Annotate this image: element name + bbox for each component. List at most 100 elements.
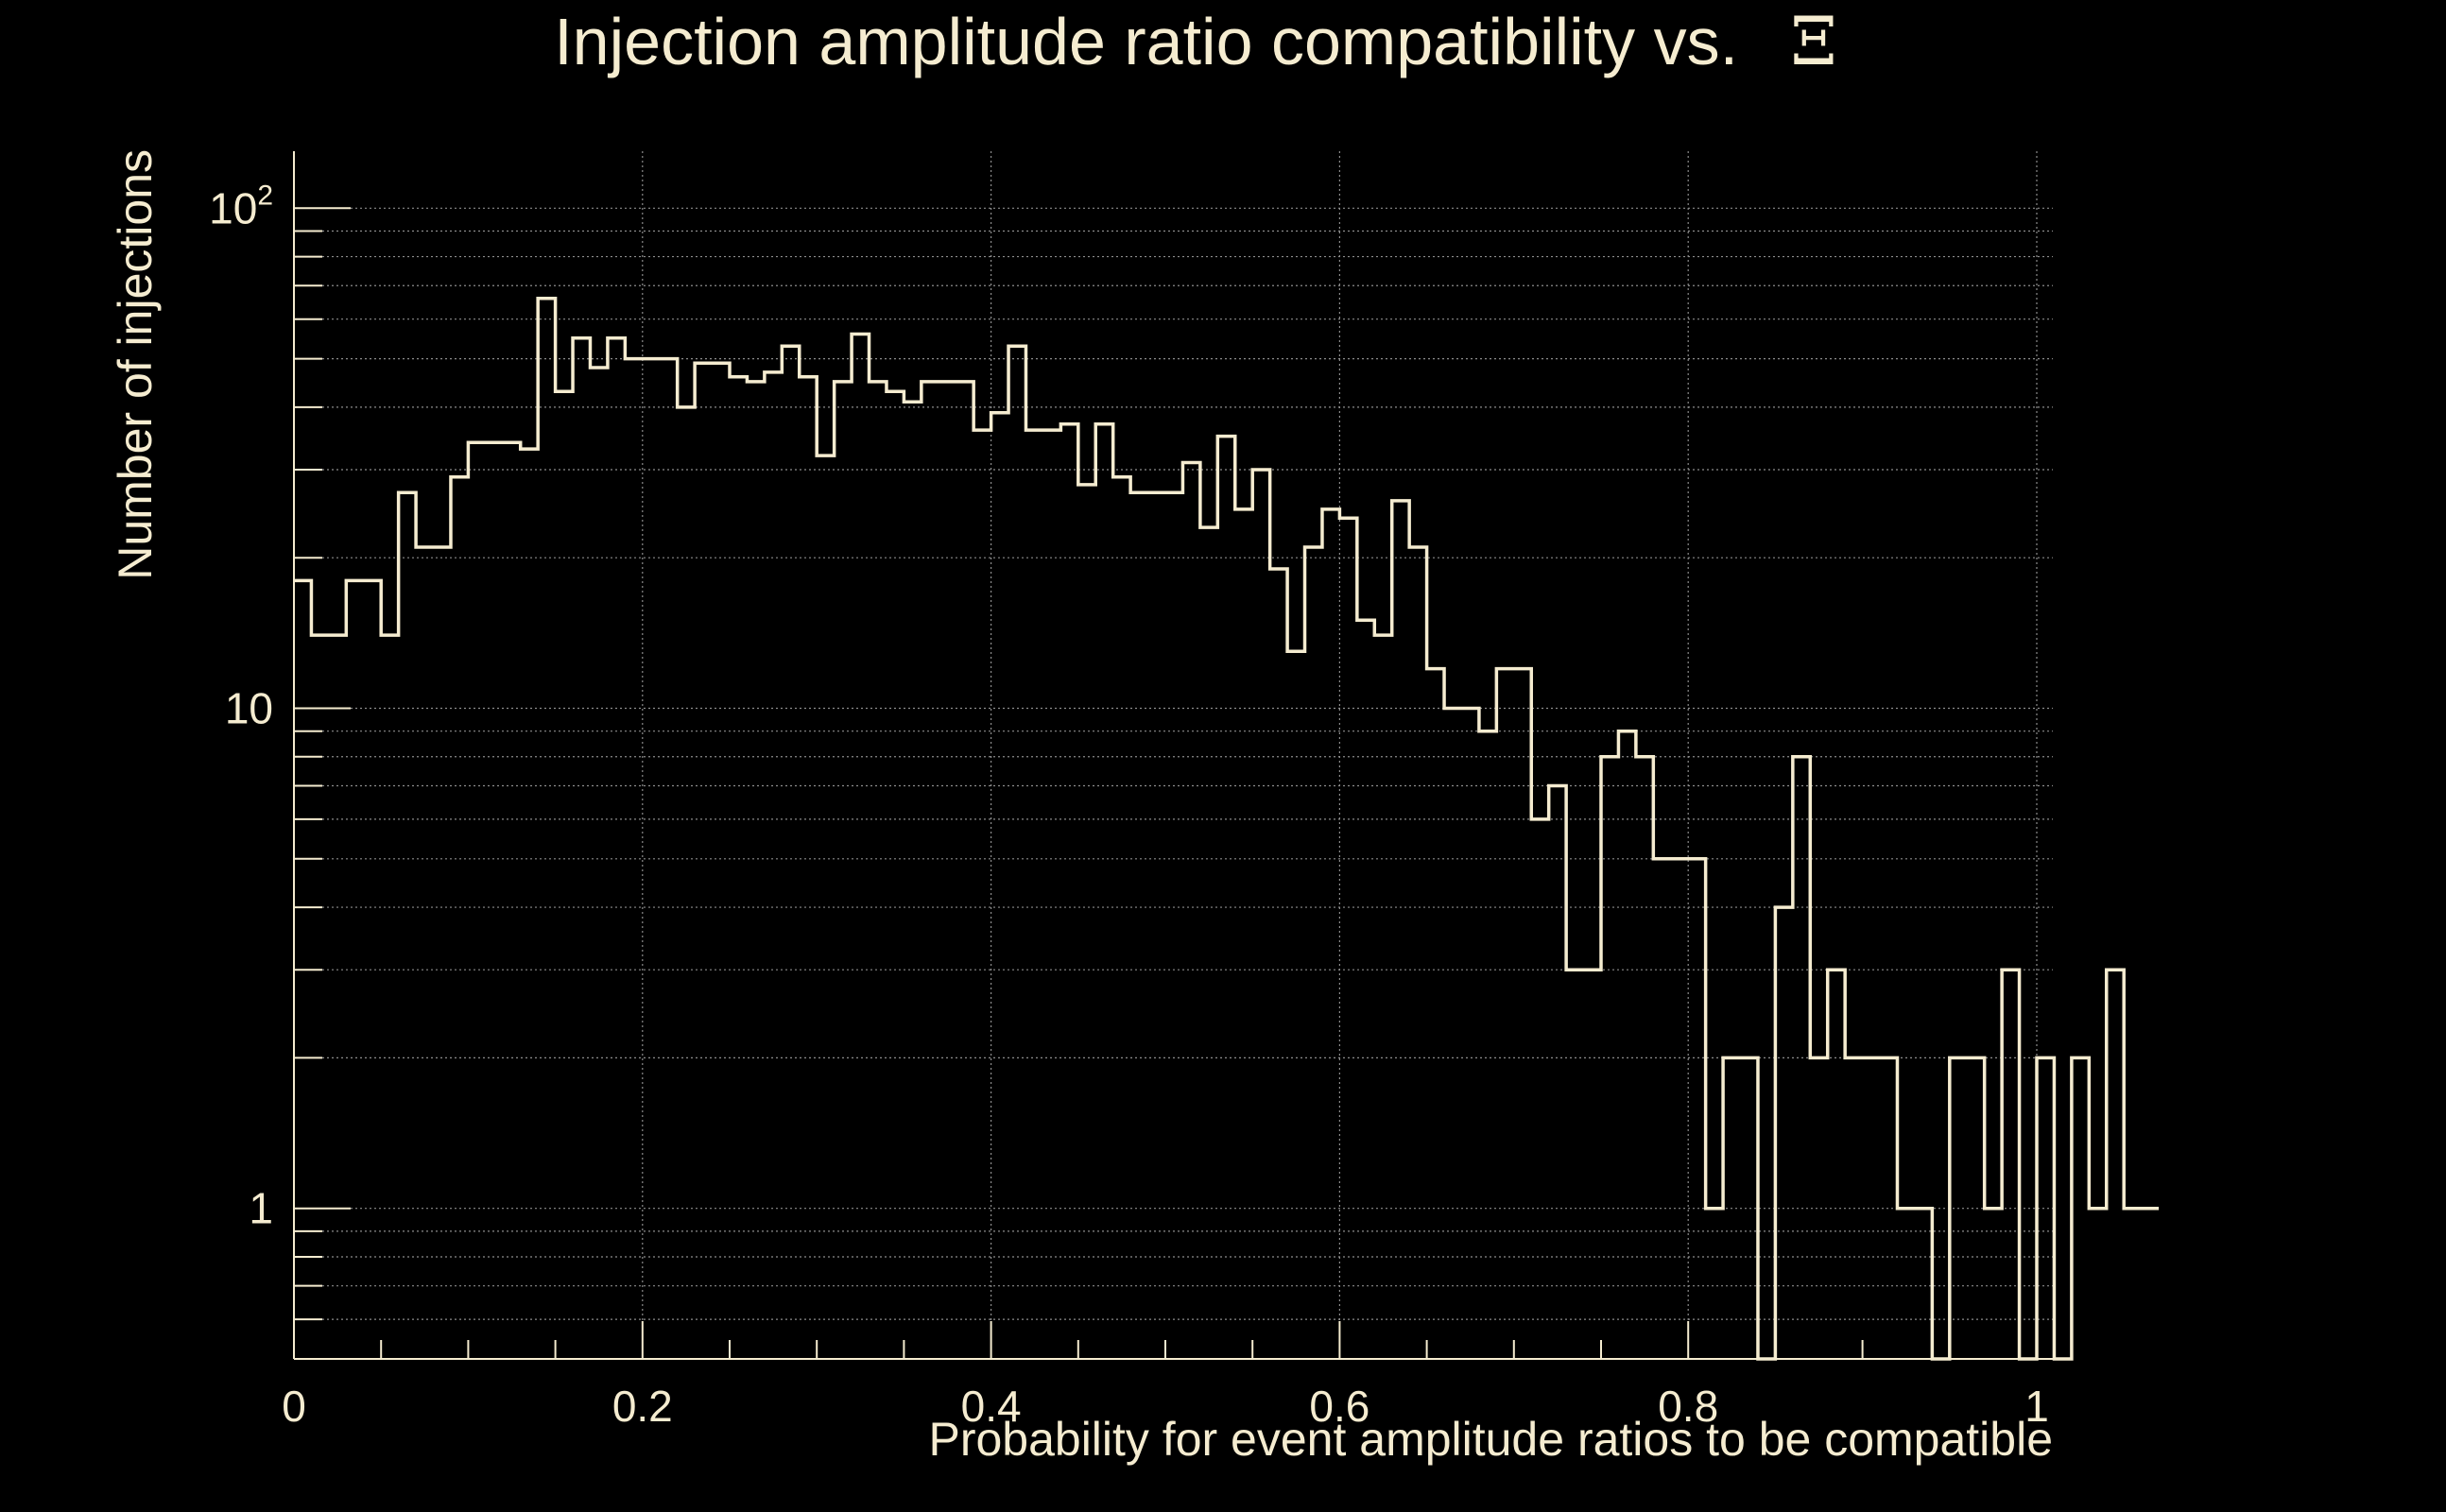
histogram-bin [1217, 437, 1234, 1359]
histogram-bin [1025, 430, 1042, 1359]
histogram-bin [364, 580, 381, 1359]
y-tick-label: 10 [225, 683, 273, 732]
histogram-bin [1985, 1209, 2002, 1359]
histogram-bin [973, 430, 990, 1359]
histogram-bin [1810, 1057, 1827, 1359]
histogram-bin [1200, 527, 1217, 1359]
histogram-bin [1409, 547, 1426, 1359]
x-axis-label: Probability for event amplitude ratios t… [928, 1413, 2053, 1466]
histogram-bin [381, 635, 398, 1359]
histogram-bin [1392, 501, 1409, 1359]
y-axis-label: Number of injections [109, 149, 162, 580]
histogram-bin [870, 382, 887, 1359]
histogram-bin [1270, 569, 1287, 1359]
histogram-bin [1531, 819, 1548, 1359]
x-tick-label: 0 [282, 1382, 306, 1431]
histogram-bin [1653, 859, 1670, 1359]
histogram-bin [434, 547, 451, 1359]
histogram-bin [695, 363, 712, 1359]
histogram-bin [2142, 1209, 2159, 1359]
histogram-bin [1130, 492, 1147, 1359]
histogram-bin [713, 363, 730, 1359]
histogram-bin [1688, 859, 1705, 1359]
histogram-bin [1374, 635, 1391, 1359]
histogram-bin [311, 635, 328, 1359]
histogram-bin [1793, 757, 1810, 1359]
histogram-bin [2072, 1057, 2089, 1359]
histogram-bin [1950, 1057, 1967, 1359]
histogram-bin [1496, 669, 1513, 1359]
histogram-bin [1479, 731, 1496, 1359]
histogram-bin [939, 382, 956, 1359]
histogram-bin [765, 372, 782, 1359]
histogram-bin [1339, 518, 1356, 1359]
histogram-bin [1566, 970, 1583, 1359]
histogram-bin [346, 580, 363, 1359]
histogram-bin [922, 382, 939, 1359]
histogram-bin [1863, 1057, 1880, 1359]
histogram-bin [835, 382, 852, 1359]
histogram-bin [1897, 1209, 1914, 1359]
histogram-bin [1741, 1057, 1758, 1359]
histogram-bin [1427, 669, 1444, 1359]
chart-title-text: Injection amplitude ratio compatibility … [554, 5, 1738, 78]
histogram-bin [1461, 708, 1478, 1359]
histogram-bin [800, 377, 817, 1359]
histogram-bin [1305, 547, 1322, 1359]
histogram-bin [538, 299, 555, 1359]
x-tick-label: 0.4 [961, 1382, 1022, 1431]
histogram-bin [1636, 757, 1653, 1359]
histogram-bin [625, 359, 642, 1359]
histogram-bin [956, 382, 973, 1359]
histogram-bin [486, 442, 503, 1359]
y-tick-label-base: 10 [225, 683, 273, 732]
x-tick-label: 0.6 [1309, 1382, 1369, 1431]
histogram-bin [1706, 1209, 1723, 1359]
histogram-bin [1618, 731, 1635, 1359]
histogram-bin [1148, 492, 1165, 1359]
histogram-bin [1915, 1209, 1932, 1359]
histogram-bin [2002, 970, 2019, 1359]
histogram-bin [1723, 1057, 1740, 1359]
histogram-bin [556, 391, 573, 1359]
histogram-bin [608, 338, 625, 1359]
histogram-bin [1252, 470, 1269, 1359]
histogram-bin [1444, 708, 1461, 1359]
histogram-bin [1601, 757, 1618, 1359]
histogram-bin [1095, 424, 1112, 1359]
histogram-bin [1967, 1057, 1984, 1359]
histogram-bin [2089, 1209, 2106, 1359]
grid-lines [294, 151, 2053, 1360]
histogram-bin [678, 407, 695, 1359]
histogram-bin [782, 346, 799, 1359]
histogram-bin [643, 359, 660, 1359]
histogram-bin [817, 455, 834, 1359]
y-tick-label-base: 10 [209, 183, 257, 232]
histogram-bin [1287, 651, 1304, 1359]
histogram-bin [1043, 430, 1060, 1359]
histogram-bin [1357, 620, 1374, 1359]
histogram-bin [399, 492, 416, 1359]
histogram-bin [1828, 970, 1845, 1359]
histogram-bin [521, 449, 538, 1359]
histogram-bin [1322, 509, 1339, 1359]
y-tick-label-exponent: 2 [257, 180, 273, 211]
y-tick-label-base: 1 [249, 1184, 273, 1233]
chart-title: Injection amplitude ratio compatibility … [554, 3, 1837, 80]
x-tick-label: 0.2 [612, 1382, 673, 1431]
histogram-bin [1514, 669, 1531, 1359]
histogram-bin [2107, 970, 2124, 1359]
histogram-bin [1584, 970, 1601, 1359]
x-tick-label: 1 [2024, 1382, 2049, 1431]
histogram-bin [852, 335, 869, 1359]
histogram-bin [1060, 424, 1077, 1359]
histogram-bin [2124, 1209, 2141, 1359]
x-tick-label: 0.8 [1658, 1382, 1718, 1431]
histogram-bin [503, 442, 520, 1359]
histogram-bin [887, 391, 904, 1359]
histogram-bin [1671, 859, 1688, 1359]
y-tick-label: 102 [209, 180, 273, 232]
